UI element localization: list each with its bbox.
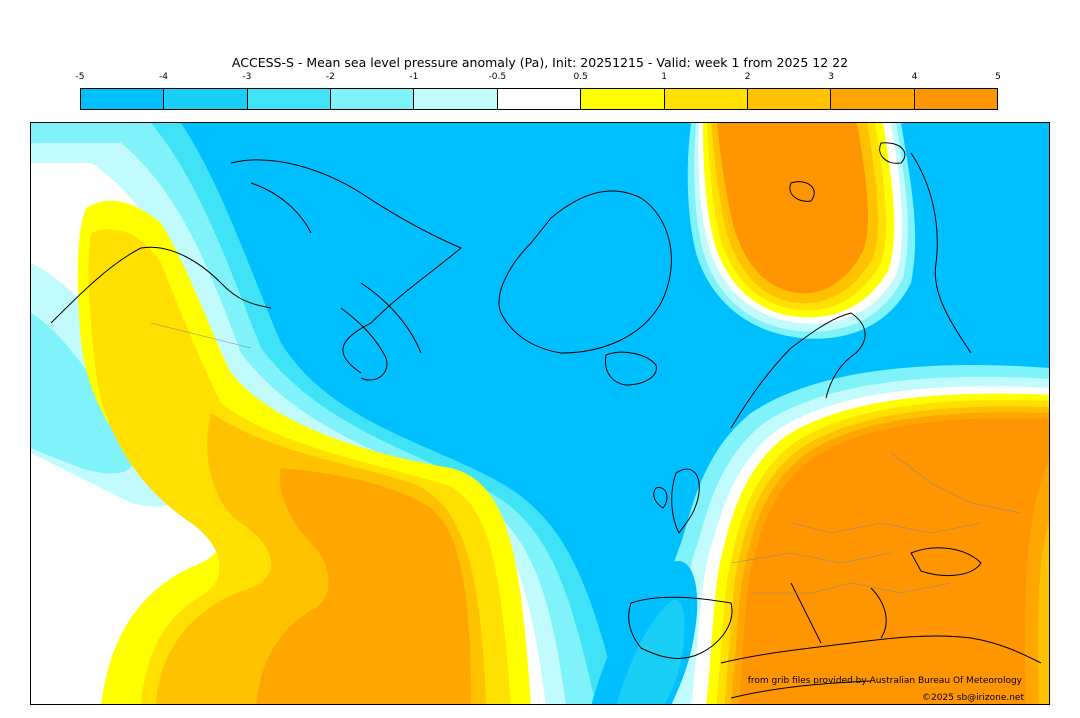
colorbar-segment	[914, 89, 997, 109]
chart-title: ACCESS-S - Mean sea level pressure anoma…	[231, 55, 849, 70]
iberia-neg3-inner	[616, 599, 685, 704]
colorbar-segment	[247, 89, 332, 109]
west-pos1-north	[91, 230, 166, 363]
mediterranean-coast	[720, 635, 1042, 664]
colorbar-tick-label: 4	[911, 72, 918, 82]
colorbar-tick-label: -5	[75, 72, 85, 82]
italy-coast	[790, 582, 822, 644]
map-panel	[30, 122, 1050, 705]
west-pos3	[256, 468, 471, 704]
coastlines	[50, 142, 1042, 699]
colorbar-tick-label: 0.5	[573, 72, 588, 82]
colorbar-segment	[747, 89, 832, 109]
eur-se-pos2	[1037, 520, 1049, 704]
east-siberia	[910, 152, 972, 354]
colorbar-segment	[414, 89, 498, 109]
colorbar-segment	[497, 89, 582, 109]
border-canada-us	[150, 322, 252, 349]
credit-source: from grib files provided by Australian B…	[747, 676, 1022, 686]
border-europe-2	[751, 582, 952, 594]
greenland-coast	[498, 190, 672, 354]
black-sea	[910, 547, 982, 576]
greece-balkans	[870, 587, 887, 639]
colorbar-ticks: -5 -4 -3 -2 -1 -0.5 0.5 1 2 3 4 5	[76, 72, 1001, 86]
colorbar-tick-label: -0.5	[488, 72, 507, 82]
eur-pos4	[739, 418, 1049, 704]
colorbar-segment	[664, 89, 748, 109]
colorbar-tick-label: 2	[744, 72, 751, 82]
iceland-coast	[604, 351, 657, 386]
colorbar-tick-label: -3	[242, 72, 252, 82]
hudson-bay	[340, 307, 388, 381]
anomaly-map	[31, 123, 1049, 704]
border-europe-1	[730, 552, 892, 564]
colorbar-segment	[831, 89, 915, 109]
colorbar	[80, 88, 998, 110]
alaska-coast	[50, 246, 272, 324]
arctic-islands	[789, 142, 906, 202]
border-russia	[890, 452, 1022, 514]
colorbar-tick-label: 5	[995, 72, 1001, 82]
colorbar-segment	[581, 89, 665, 109]
colorbar-segment	[331, 89, 415, 109]
colorbar-tick-label: -1	[409, 72, 419, 82]
pacific-neg-tongue-2	[31, 313, 133, 474]
colorbar-tick-label: 1	[661, 72, 668, 82]
borders	[150, 322, 1022, 594]
north-africa	[730, 680, 872, 699]
colorbar-tick-label: -2	[325, 72, 335, 82]
colorbar-segment	[164, 89, 248, 109]
border-europe-3	[790, 522, 982, 534]
scand-pos4	[717, 123, 869, 294]
canada-archipelago	[230, 159, 462, 374]
colorbar-tick-label: -4	[158, 72, 168, 82]
british-isles	[653, 468, 700, 534]
colorbar-tick-label: 3	[828, 72, 834, 82]
iberia-coast	[628, 596, 733, 659]
credit-copyright: ©2025 sb@irizone.net	[922, 693, 1024, 703]
scandinavia-coast	[730, 312, 866, 429]
colorbar-segment	[81, 89, 165, 109]
